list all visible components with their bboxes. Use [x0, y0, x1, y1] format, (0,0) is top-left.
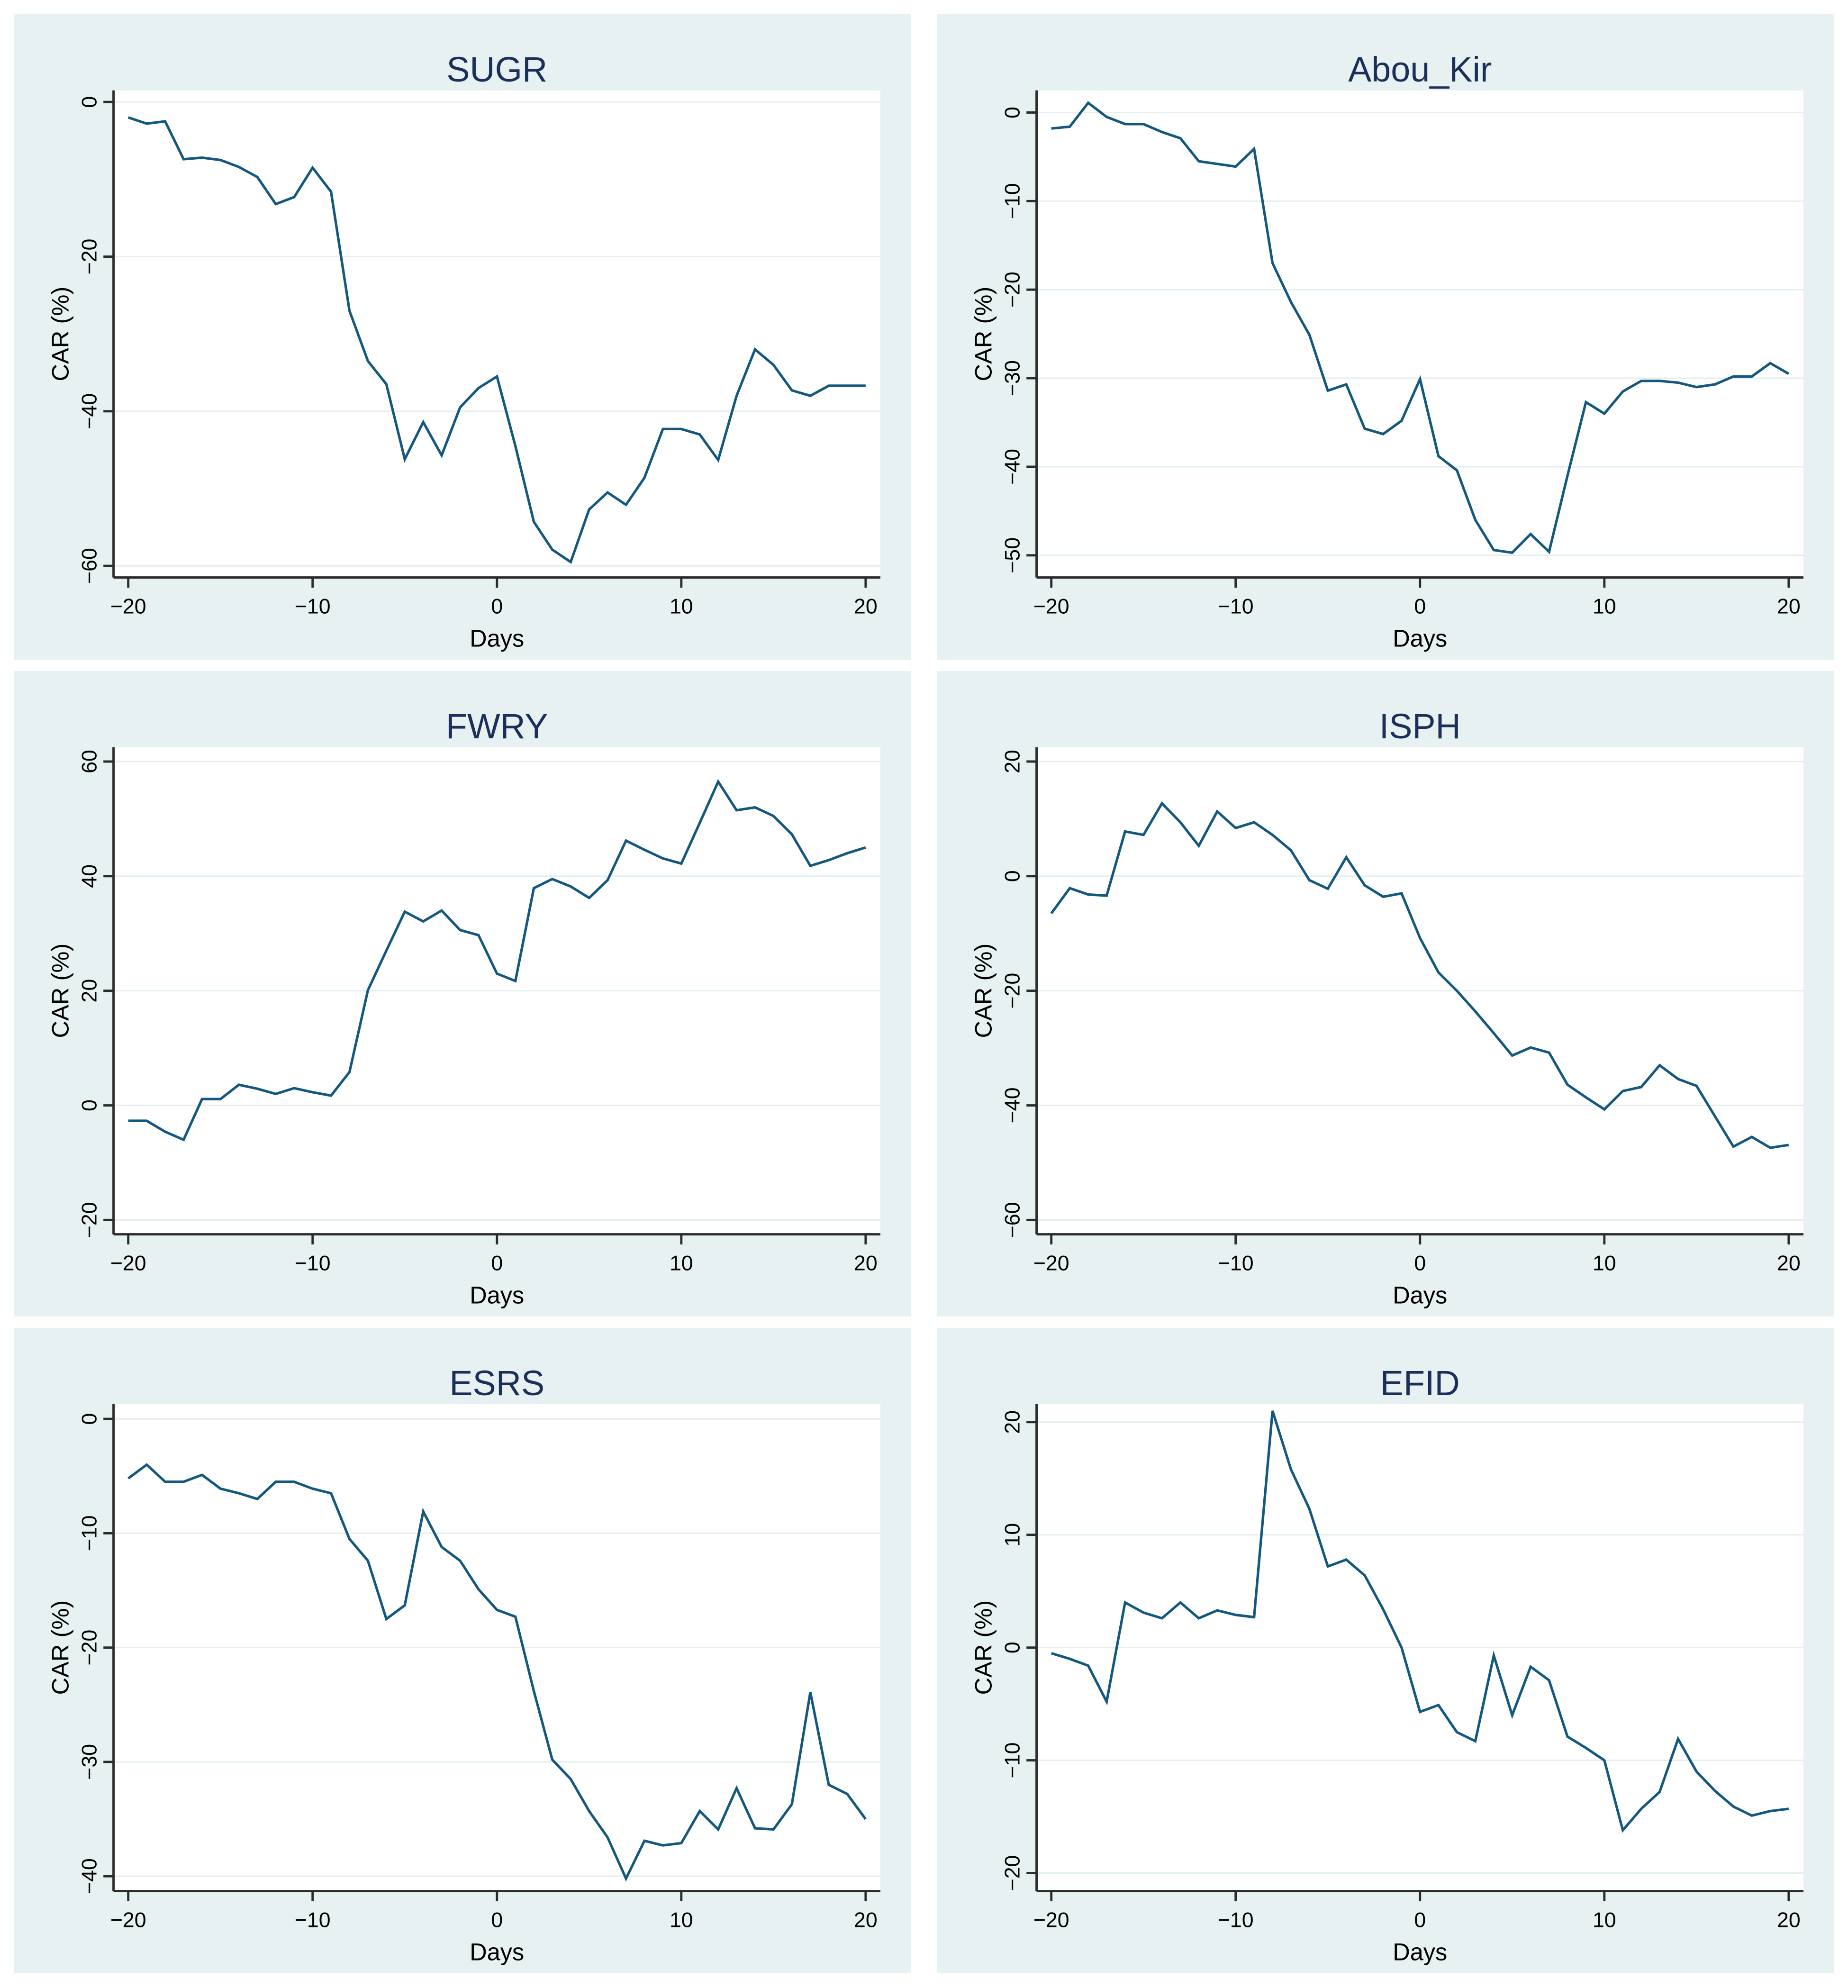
x-tick-label: 10: [670, 1252, 693, 1275]
x-tick-label: −10: [295, 595, 331, 618]
x-tick-label: −10: [295, 1252, 331, 1275]
x-tick-label: −20: [1033, 1908, 1069, 1932]
y-tick-label: 40: [78, 864, 101, 888]
x-tick-label: −10: [1218, 1252, 1254, 1275]
y-tick-label: 20: [1001, 750, 1024, 773]
x-axis-title: Days: [470, 625, 524, 652]
chart-title: FWRY: [446, 707, 548, 746]
chart-panel-fwry: 60 40 20 0 −20 −20 −10 0 10 20 FWRY Days CAR (%): [14, 671, 911, 1316]
x-tick-label: −10: [1218, 1908, 1254, 1932]
y-tick-label: −40: [1001, 1088, 1024, 1124]
y-tick-label: −20: [1001, 973, 1024, 1009]
plot-area: [1036, 90, 1803, 578]
y-tick-label: −10: [1001, 183, 1024, 219]
y-tick-label: 20: [78, 979, 101, 1003]
y-axis-title: CAR (%): [47, 944, 74, 1038]
y-tick-label: −40: [1001, 449, 1024, 485]
plot-area: [113, 90, 880, 578]
y-tick-label: −40: [78, 1858, 101, 1894]
y-axis-title: CAR (%): [47, 287, 74, 381]
y-tick-label: −10: [78, 1515, 101, 1551]
x-axis-title: Days: [1393, 625, 1447, 652]
y-tick-label: −10: [1001, 1743, 1024, 1779]
y-tick-label: −20: [78, 1202, 101, 1238]
x-tick-label: −20: [110, 1908, 146, 1932]
x-tick-label: −20: [1033, 1252, 1069, 1275]
x-tick-label: 0: [1414, 595, 1426, 618]
chart-svg-isph: 20 0 −20 −40 −60 −20 −10 0 10 20 ISPH Days CAR (%): [937, 671, 1834, 1316]
chart-panel-sugr: 0 −20 −40 −60 −20 −10 0 10 20 SUGR Days CAR (%): [14, 14, 911, 660]
chart-title: EFID: [1380, 1363, 1460, 1403]
x-tick-label: −20: [110, 595, 146, 618]
x-tick-label: 10: [1593, 1252, 1616, 1275]
y-tick-label: −20: [1001, 1855, 1024, 1891]
y-axis-title: CAR (%): [970, 1600, 997, 1695]
y-tick-label: −60: [78, 548, 101, 584]
x-tick-label: 0: [491, 1908, 503, 1932]
y-tick-label: 10: [1001, 1523, 1024, 1547]
x-tick-label: 0: [491, 1252, 503, 1275]
y-tick-label: −30: [1001, 360, 1024, 396]
chart-svg-fwry: 60 40 20 0 −20 −20 −10 0 10 20 FWRY Days CAR (%): [14, 671, 911, 1316]
chart-title: ESRS: [449, 1363, 544, 1403]
y-tick-label: −20: [78, 1630, 101, 1666]
y-tick-label: −50: [1001, 537, 1024, 573]
x-tick-label: 10: [1593, 595, 1616, 618]
car-line-series: [128, 779, 866, 1142]
x-tick-label: −20: [1033, 595, 1069, 618]
chart-svg-esrs: 0 −10 −20 −30 −40 −20 −10 0 10 20 ESRS Days CAR (%): [14, 1328, 911, 1973]
chart-svg-abou-kir: 0 −10 −20 −30 −40 −50 −20 −10 0 10 20 Abou_Kir Days C…: [937, 14, 1834, 660]
chart-panel-abou-kir: 0 −10 −20 −30 −40 −50 −20 −10 0 10 20 Abou_Kir Days C…: [937, 14, 1834, 660]
x-tick-label: 0: [1414, 1908, 1426, 1932]
y-tick-label: −60: [1001, 1202, 1024, 1238]
y-tick-label: −20: [78, 239, 101, 275]
x-axis-title: Days: [1393, 1282, 1447, 1309]
y-tick-label: 0: [1001, 107, 1024, 118]
x-tick-label: 0: [491, 595, 503, 618]
x-tick-label: 20: [854, 1908, 878, 1932]
car-line-series: [1051, 1410, 1789, 1833]
y-tick-label: −40: [78, 393, 101, 429]
x-tick-label: −10: [295, 1908, 331, 1932]
x-tick-label: 20: [854, 1252, 878, 1275]
y-tick-label: 0: [78, 1099, 101, 1111]
chart-title: Abou_Kir: [1348, 50, 1492, 89]
x-axis-title: Days: [470, 1939, 524, 1966]
chart-svg-sugr: 0 −20 −40 −60 −20 −10 0 10 20 SUGR Days CAR (%): [14, 14, 911, 660]
chart-svg-efid: 20 10 0 −10 −20 −20 −10 0 10 20 EFID Days CAR (%): [937, 1328, 1834, 1973]
y-axis-title: CAR (%): [970, 944, 997, 1038]
y-tick-label: 20: [1001, 1410, 1024, 1434]
x-tick-label: 20: [1777, 595, 1801, 618]
x-axis-title: Days: [1393, 1939, 1447, 1966]
y-tick-label: −20: [1001, 272, 1024, 308]
y-axis-title: CAR (%): [47, 1600, 74, 1695]
car-line-series: [127, 1463, 867, 1882]
x-tick-label: −20: [110, 1252, 146, 1275]
chart-title: ISPH: [1379, 707, 1461, 746]
y-axis-title: CAR (%): [970, 287, 997, 381]
x-tick-label: 10: [670, 1908, 693, 1932]
car-line-series: [1051, 101, 1790, 554]
y-tick-label: 0: [1001, 1642, 1024, 1653]
y-tick-label: 0: [78, 96, 101, 108]
chart-panel-isph: 20 0 −20 −40 −60 −20 −10 0 10 20 ISPH Days CAR (%): [937, 671, 1834, 1316]
y-tick-label: 60: [78, 750, 101, 773]
chart-panel-esrs: 0 −10 −20 −30 −40 −20 −10 0 10 20 ESRS Days CAR (%): [14, 1328, 911, 1973]
car-line-series: [127, 116, 866, 564]
x-tick-label: 10: [670, 595, 693, 618]
chart-title: SUGR: [446, 50, 547, 89]
x-tick-label: 10: [1593, 1908, 1616, 1932]
x-tick-label: 0: [1414, 1252, 1426, 1275]
y-tick-label: 0: [78, 1413, 101, 1425]
x-axis-title: Days: [470, 1282, 524, 1309]
x-tick-label: 20: [854, 595, 878, 618]
car-line-series: [1050, 801, 1789, 1149]
x-tick-label: 20: [1777, 1252, 1801, 1275]
y-tick-label: 0: [1001, 870, 1024, 882]
chart-panel-efid: 20 10 0 −10 −20 −20 −10 0 10 20 EFID Days CAR (%): [937, 1328, 1834, 1973]
x-tick-label: −10: [1218, 595, 1254, 618]
x-tick-label: 20: [1777, 1908, 1801, 1932]
y-tick-label: −30: [78, 1744, 101, 1780]
